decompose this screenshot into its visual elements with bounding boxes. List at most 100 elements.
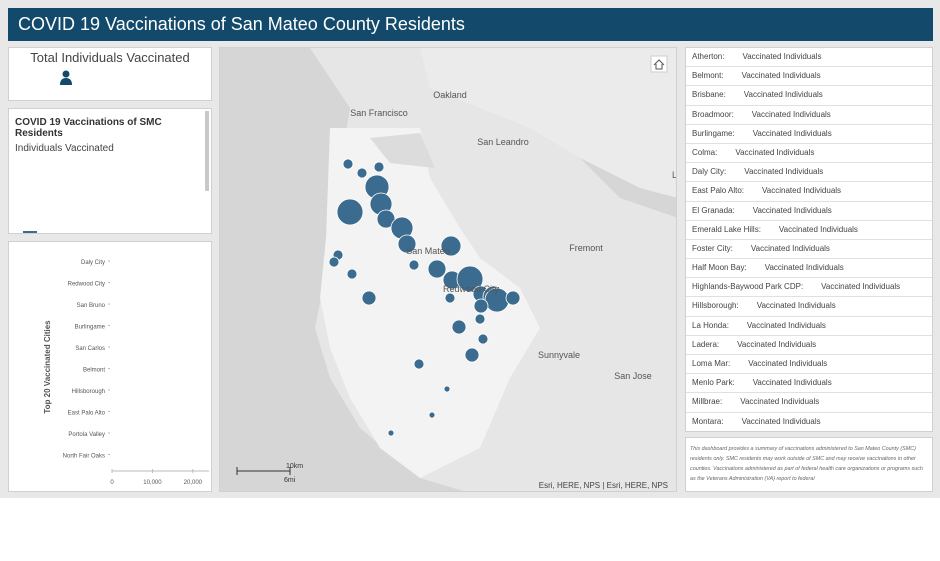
scale-mi: 6mi [284, 477, 296, 484]
city-value-label: Vaccinated Individuals [741, 71, 821, 81]
map-label: Oakland [433, 90, 467, 100]
map-label: San Jose [614, 371, 652, 381]
city-row[interactable]: Colma: Vaccinated Individuals [686, 144, 932, 164]
map-label: Redwood City [443, 284, 500, 294]
map-label: San Leandro [477, 137, 529, 147]
y-tick-label: Belmont [83, 368, 105, 374]
city-row[interactable]: Belmont: Vaccinated Individuals [686, 67, 932, 87]
x-tick-label: 20,000 [184, 480, 203, 486]
city-row[interactable]: Emerald Lake Hills: Vaccinated Individual… [686, 221, 932, 240]
city-name: Loma Mar: [692, 359, 731, 368]
city-value-label: Vaccinated Individuals [752, 128, 832, 138]
dashboard: COVID 19 Vaccinations of San Mateo Count… [0, 0, 940, 498]
chart: Top 20 Vaccinated Cities Daly City Redwoo… [43, 260, 209, 486]
city-value-label: Vaccinated Individuals [778, 224, 858, 234]
legend-title: COVID 19 Vaccinations of SMC Residents [15, 117, 162, 139]
y-tick-label: Burlingame [75, 325, 106, 331]
city-name: Millbrae: [692, 397, 723, 407]
city-name: Burlingame: [692, 128, 735, 138]
city-name: Belmont: [692, 71, 724, 81]
city-row[interactable]: El Granada: Vaccinated Individuals [686, 202, 932, 221]
city-row[interactable]: East Palo Alto: Vaccinated Individuals [686, 182, 932, 202]
y-tick-label: Hillsborough [72, 389, 105, 395]
city-row[interactable]: Daly City: Vaccinated Individuals [686, 163, 932, 183]
city-value-label: Vaccinated Individuals [741, 416, 821, 426]
city-row[interactable]: Hillsborough: Vaccinated Individuals [686, 297, 932, 317]
city-name: Foster City: [692, 243, 733, 253]
home-button[interactable] [650, 55, 668, 73]
description: This dashboard provides a summary of vac… [690, 446, 923, 482]
city-row[interactable]: Brisbane: Vaccinated Individuals [686, 86, 932, 106]
city-value-label: Vaccinated Individuals [748, 359, 828, 368]
city-name: Colma: [692, 147, 718, 157]
city-name: Hillsborough: [692, 301, 739, 311]
map-label: Sunnyvale [538, 350, 580, 360]
city-row[interactable]: Half Moon Bay: Vaccinated Individuals [686, 259, 932, 279]
city-row[interactable]: Atherton: Vaccinated Individuals [686, 48, 932, 68]
chart-panel: Top 20 Vaccinated Cities Daly City Redwoo… [8, 241, 212, 492]
city-value-label: Vaccinated Individuals [737, 339, 817, 349]
x-tick-label: 10,000 [143, 480, 162, 486]
city-value-label: Vaccinated Individuals [740, 397, 820, 407]
y-tick-label: East Palo Alto [68, 411, 106, 417]
city-row[interactable]: Foster City: Vaccinated Individuals [686, 240, 932, 260]
city-value-label: Vaccinated Individuals [752, 205, 832, 215]
city-row[interactable]: Menlo Park: Vaccinated Individuals [686, 374, 932, 394]
city-value-label: Vaccinated Individuals [821, 282, 901, 292]
city-name: Broadmoor: [692, 109, 734, 119]
y-tick-label: San Carlos [75, 346, 105, 352]
city-list: Atherton: Vaccinated Individuals Belmont: V… [685, 47, 933, 432]
map: Oakland San Francisco San Leandro Fremont Sa… [220, 48, 677, 491]
city-name: Ladera: [692, 339, 720, 349]
map-label: San Mateo [406, 246, 450, 256]
city-name: Daly City: [692, 167, 727, 177]
y-tick-label: Portola Valley [68, 432, 105, 438]
map-label: L [672, 170, 677, 180]
city-value-label: Vaccinated Individuals [743, 90, 823, 100]
y-tick-label: Redwood City [68, 282, 105, 288]
city-name: Montara: [692, 416, 724, 426]
y-tick-label: Daly City [81, 260, 105, 266]
city-name: Brisbane: [692, 90, 726, 100]
city-value-label: Vaccinated Individuals [751, 109, 831, 119]
city-row[interactable]: Montara: Vaccinated Individuals [686, 413, 932, 431]
city-row[interactable]: Loma Mar: Vaccinated Individuals [686, 355, 932, 375]
city-name: Emerald Lake Hills: [692, 224, 761, 234]
indicator-panel: Total Individuals Vaccinated [8, 47, 212, 101]
map-label: Fremont [569, 243, 603, 253]
city-value-label: Vaccinated Individuals [744, 167, 824, 177]
map-label: San Francisco [350, 108, 408, 118]
bubbles [328, 158, 521, 437]
y-tick-label: San Bruno [77, 303, 106, 309]
scrollbar [205, 111, 209, 191]
city-value-label: Vaccinated Individuals [750, 243, 830, 253]
city-value-label: Vaccinated Individuals [756, 301, 836, 311]
city-value-label: Vaccinated Individuals [742, 52, 822, 61]
city-value-label: Vaccinated Individuals [746, 320, 826, 330]
header-title: COVID 19 Vaccinations of San Mateo Count… [8, 8, 933, 41]
city-name: El Granada: [692, 205, 735, 215]
city-row[interactable]: Ladera: Vaccinated Individuals [686, 336, 932, 355]
legend-subtitle: Individuals Vaccinated [15, 143, 114, 154]
x-tick-label: 0 [110, 480, 114, 486]
city-name: Menlo Park: [692, 378, 735, 388]
city-value-label: Vaccinated Individuals [752, 378, 832, 388]
person-icon [60, 70, 72, 85]
scale-km: 10km [286, 463, 303, 470]
indicator-title: Total Individuals Vaccinated [30, 50, 190, 65]
city-value-label: Vaccinated Individuals [762, 186, 842, 196]
city-row[interactable]: Highlands-Baywood Park CDP: Vaccinated In… [686, 278, 932, 298]
city-row[interactable]: Burlingame: Vaccinated Individuals [686, 125, 932, 144]
city-name: Highlands-Baywood Park CDP: [692, 282, 804, 292]
city-value-label: Vaccinated Individuals [764, 263, 844, 273]
city-row[interactable]: La Honda: Vaccinated Individuals [686, 317, 932, 336]
legend-swatch [23, 231, 37, 233]
attribution: Esri, HERE, NPS | Esri, HERE, NPS [539, 481, 668, 490]
city-row[interactable]: Millbrae: Vaccinated Individuals [686, 393, 932, 413]
city-name: La Honda: [692, 320, 729, 330]
city-name: Atherton: [692, 52, 725, 61]
city-row[interactable]: Broadmoor: Vaccinated Individuals [686, 106, 932, 125]
map-panel: Oakland San Francisco San Leandro Fremont Sa… [219, 47, 677, 492]
y-tick-label: North Fair Oaks [63, 454, 105, 460]
